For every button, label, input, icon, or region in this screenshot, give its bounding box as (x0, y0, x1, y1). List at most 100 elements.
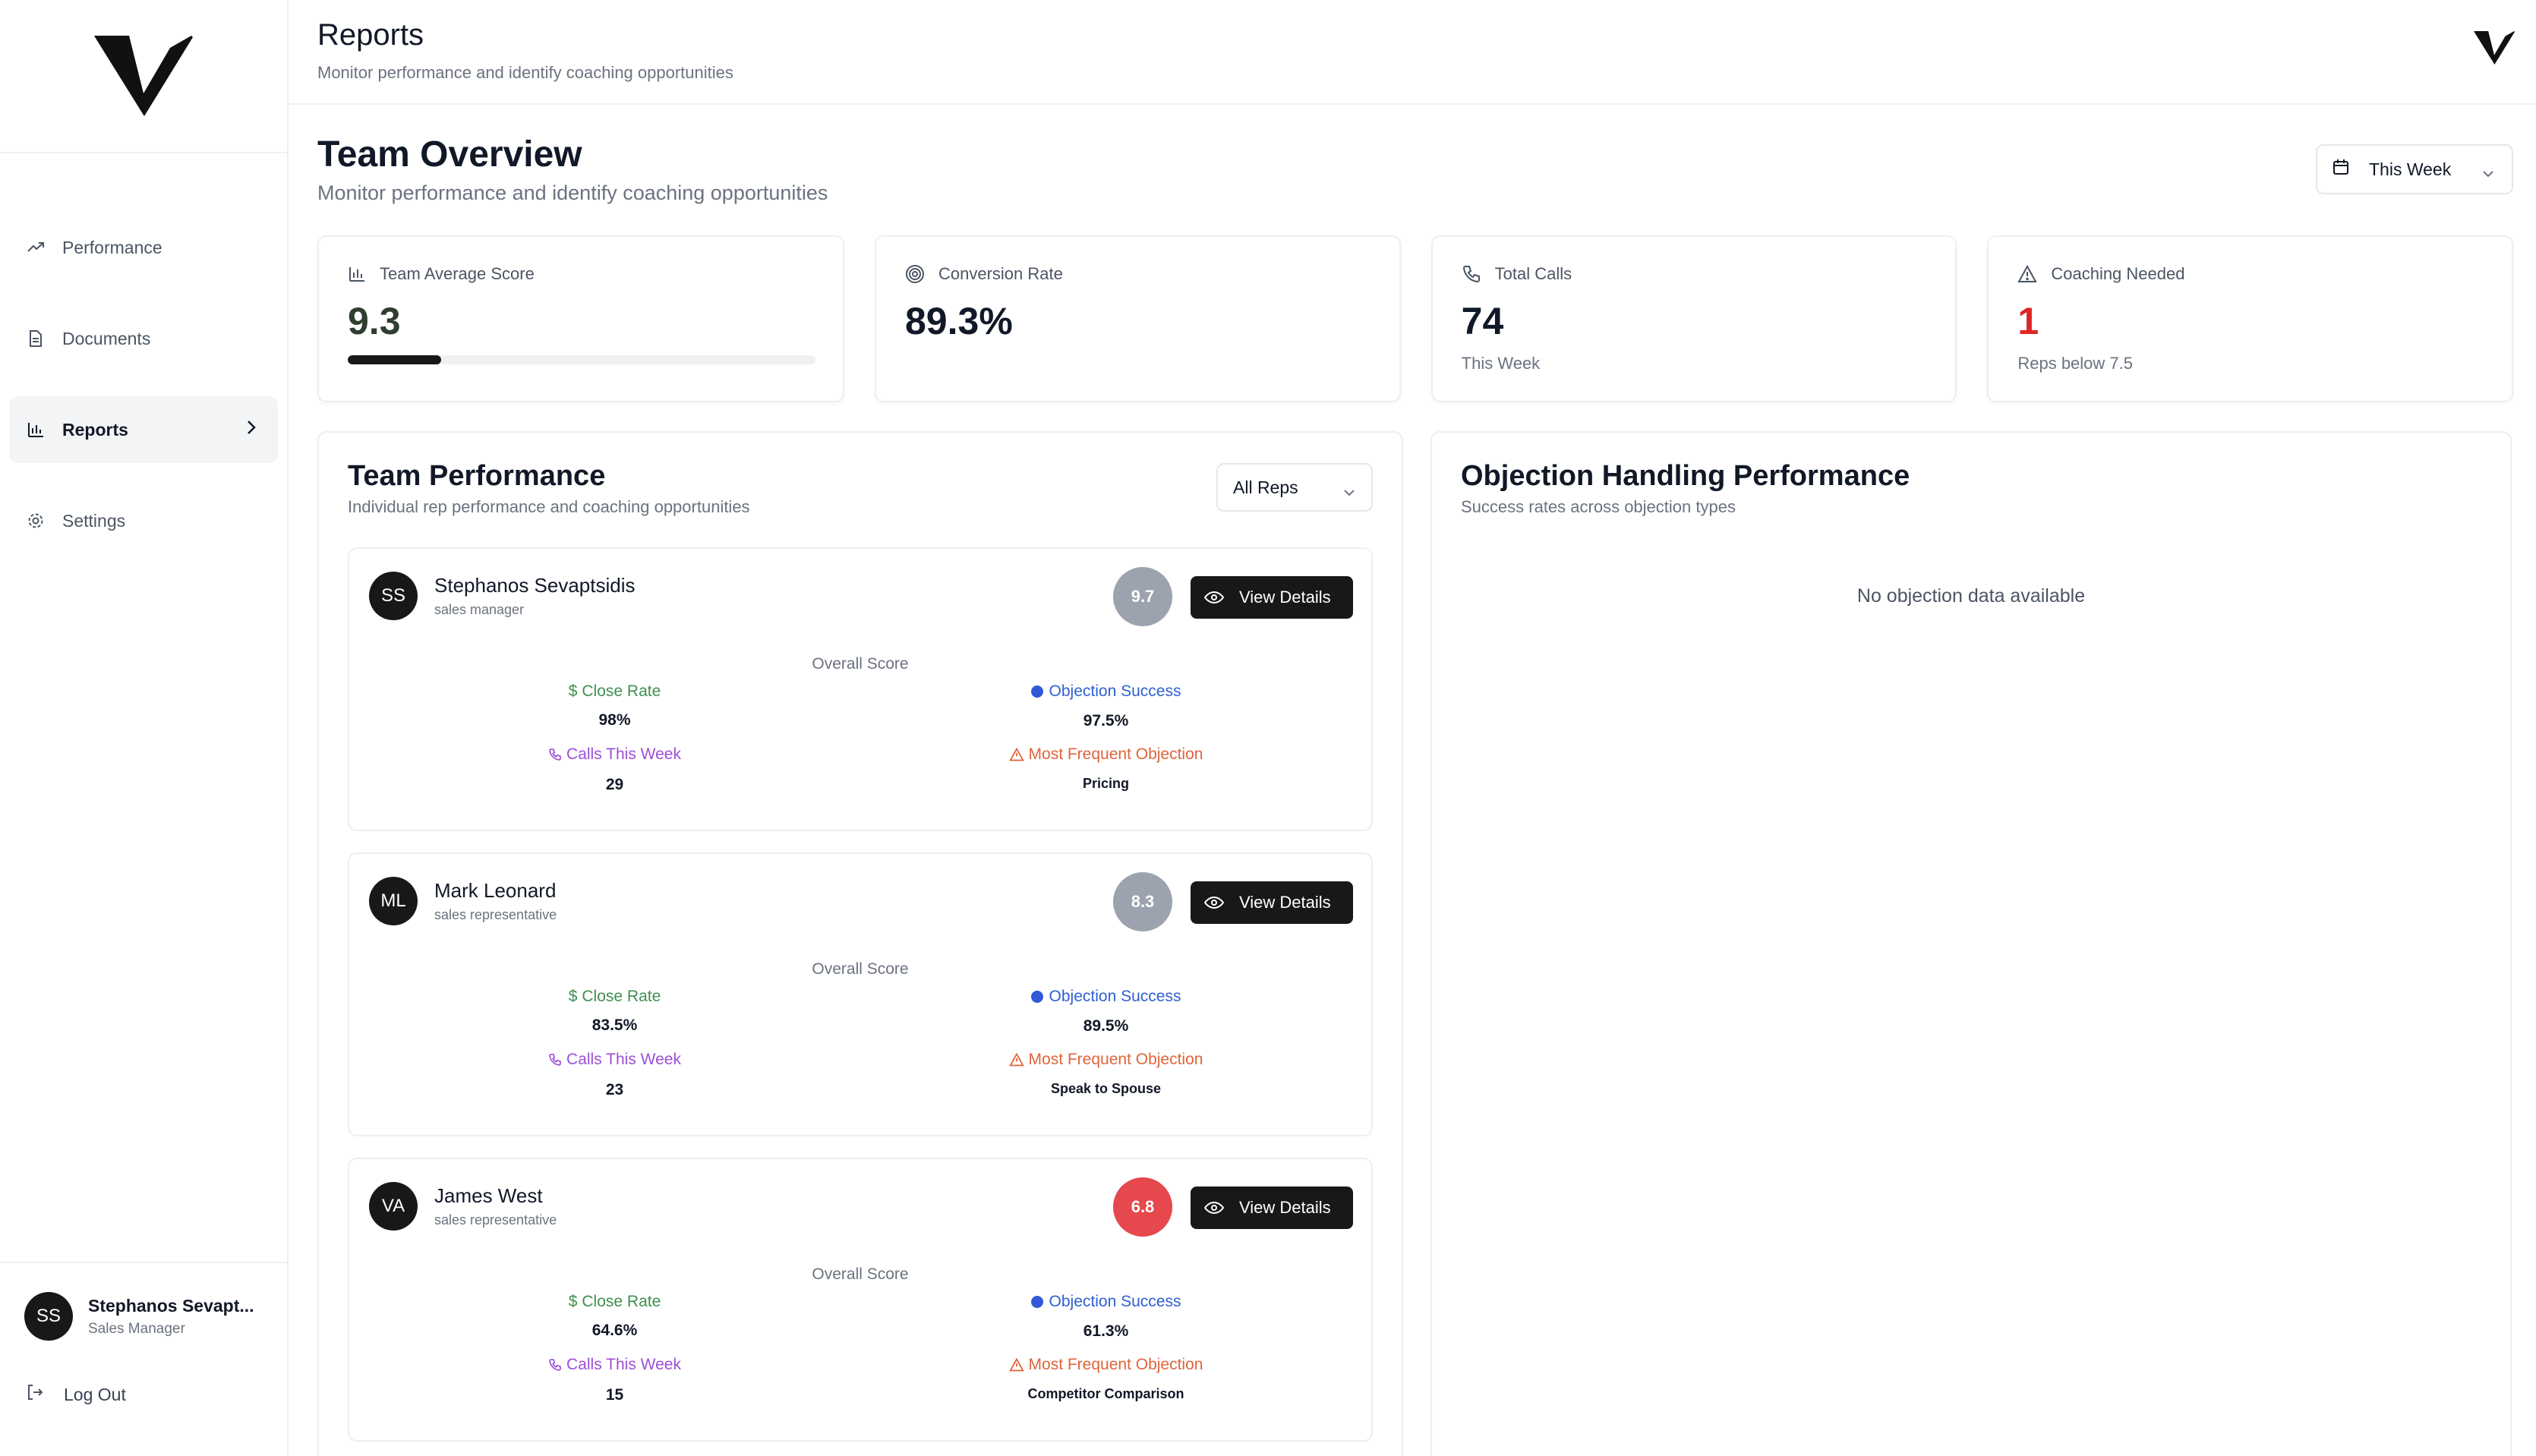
metric-value: 15 (605, 1386, 624, 1404)
stat-value: 1 (2017, 300, 2039, 342)
sidebar-item-settings[interactable]: Settings (9, 487, 278, 554)
stat-label: Coaching Needed (2051, 264, 2185, 283)
metric-value: 97.5% (1083, 712, 1129, 730)
team-overview-section: Team Overview Monitor performance and id… (289, 105, 2536, 1456)
stat-value: 9.3 (348, 300, 401, 342)
view-details-button[interactable]: View Details (1191, 576, 1353, 619)
metric-label: Close Rate (582, 1293, 661, 1310)
metric-frequent-objection: Most Frequent Objection Competitor Compa… (860, 1356, 1352, 1404)
circle-icon (1030, 685, 1043, 698)
metric-value: 61.3% (1083, 1322, 1129, 1340)
section-subtitle: Monitor performance and identify coachin… (317, 181, 828, 204)
sidebar-item-reports[interactable]: Reports (9, 396, 278, 463)
current-user[interactable]: SS Stephanos Sevapt... Sales Manager (0, 1263, 287, 1341)
rep-list: SS Stephanos Sevaptsidis sales manager 9… (348, 547, 1373, 1442)
target-icon (905, 264, 925, 284)
metric-close-rate: $ Close Rate 98% (369, 682, 860, 730)
warning-icon (1008, 1053, 1024, 1067)
metric-calls-week: Calls This Week 23 (369, 1051, 860, 1099)
sidebar-item-label: Performance (62, 237, 162, 257)
bar-chart-icon (348, 265, 366, 283)
metric-calls-week: Calls This Week 15 (369, 1356, 860, 1404)
rep-metrics: $ Close Rate 64.6% Objection Success 61.3… (369, 1293, 1352, 1404)
logout-button[interactable]: Log Out (0, 1341, 287, 1406)
rep-filter-value: All Reps (1233, 477, 1298, 497)
sidebar-logo[interactable] (0, 0, 287, 153)
logout-icon (26, 1383, 44, 1406)
eye-icon (1204, 591, 1224, 604)
dollar-icon: $ (568, 682, 578, 700)
rep-name: Mark Leonard (434, 879, 557, 902)
metric-label: Most Frequent Objection (1028, 1356, 1203, 1373)
rep-card: VA James West sales representative 6.8 V… (348, 1158, 1373, 1442)
view-details-button[interactable]: View Details (1191, 881, 1353, 924)
sidebar-item-performance[interactable]: Performance (9, 214, 278, 281)
metric-label: Most Frequent Objection (1028, 1051, 1203, 1068)
section-title: Team Overview (317, 134, 582, 175)
average-score-progress (348, 355, 815, 364)
main-content: Reports Monitor performance and identify… (289, 0, 2536, 1456)
rep-card: SS Stephanos Sevaptsidis sales manager 9… (348, 547, 1373, 831)
rep-name: Stephanos Sevaptsidis (434, 574, 636, 597)
rep-role: sales representative (434, 1212, 557, 1228)
eye-icon (1204, 896, 1224, 909)
sidebar-item-label: Reports (62, 419, 128, 440)
stat-card-coaching-needed: Coaching Needed 1 Reps below 7.5 (1987, 235, 2514, 402)
warning-icon (2017, 265, 2038, 283)
metric-label: Objection Success (1049, 988, 1181, 1005)
warning-icon (1008, 1358, 1024, 1372)
eye-icon (1204, 1201, 1224, 1215)
view-details-label: View Details (1239, 1198, 1331, 1217)
score-badge: 8.3 (1113, 872, 1172, 931)
rep-card: ML Mark Leonard sales representative 8.3… (348, 852, 1373, 1136)
metric-value: 23 (605, 1081, 624, 1098)
phone-icon (548, 748, 562, 761)
metric-objection-success: Objection Success 97.5% (860, 682, 1352, 730)
dollar-icon: $ (568, 1293, 578, 1310)
empty-state: No objection data available (1856, 585, 2086, 607)
panel-subtitle: Success rates across objection types (1461, 497, 1736, 516)
metric-label: Objection Success (1049, 682, 1181, 700)
panels-row: Team Performance Individual rep performa… (317, 431, 2513, 1456)
warning-icon (1008, 748, 1024, 761)
bar-chart-icon (26, 420, 46, 440)
overall-score-label: Overall Score (812, 1265, 909, 1283)
metric-label: Objection Success (1049, 1293, 1181, 1310)
metric-value: 89.5% (1083, 1017, 1129, 1035)
date-range-select[interactable]: This Week (2316, 144, 2513, 194)
brand-logo-icon (94, 36, 193, 116)
chevron-down-icon (2481, 162, 2495, 183)
metric-value: 29 (605, 776, 624, 793)
stats-row: Team Average Score 9.3 Conversion Rate 8… (317, 235, 2514, 402)
panel-subtitle: Individual rep performance and coaching … (348, 497, 750, 516)
user-role: Sales Manager (88, 1320, 185, 1337)
sidebar-item-label: Settings (62, 510, 126, 531)
rep-filter-select[interactable]: All Reps (1216, 463, 1373, 512)
rep-role: sales representative (434, 907, 557, 922)
view-details-button[interactable]: View Details (1191, 1187, 1353, 1229)
page-title: Reports (317, 18, 424, 52)
metric-label: Calls This Week (566, 745, 681, 763)
phone-icon (1462, 264, 1481, 284)
metric-value: Pricing (1082, 776, 1129, 791)
panel-title: Team Performance (348, 460, 606, 492)
metric-close-rate: $ Close Rate 83.5% (369, 988, 860, 1035)
logout-label: Log Out (64, 1384, 126, 1404)
metric-label: Calls This Week (566, 1051, 681, 1068)
rep-name: James West (434, 1184, 543, 1207)
panel-title: Objection Handling Performance (1461, 460, 1910, 492)
rep-metrics: $ Close Rate 98% Objection Success 97.5% … (369, 682, 1352, 794)
sidebar-footer: SS Stephanos Sevapt... Sales Manager Log… (0, 1262, 287, 1456)
overall-score-label: Overall Score (812, 960, 909, 978)
metric-value: 83.5% (591, 1016, 638, 1034)
avatar: ML (369, 877, 418, 925)
phone-icon (548, 1053, 562, 1067)
stat-value: 89.3% (905, 300, 1013, 342)
stat-card-total-calls: Total Calls 74 This Week (1430, 235, 1957, 402)
trending-up-icon (26, 238, 46, 257)
sidebar-item-documents[interactable]: Documents (9, 305, 278, 372)
team-performance-panel: Team Performance Individual rep performa… (317, 431, 1403, 1456)
sidebar: Performance Documents Reports (0, 0, 289, 1456)
stat-card-conversion-rate: Conversion Rate 89.3% (875, 235, 1401, 402)
